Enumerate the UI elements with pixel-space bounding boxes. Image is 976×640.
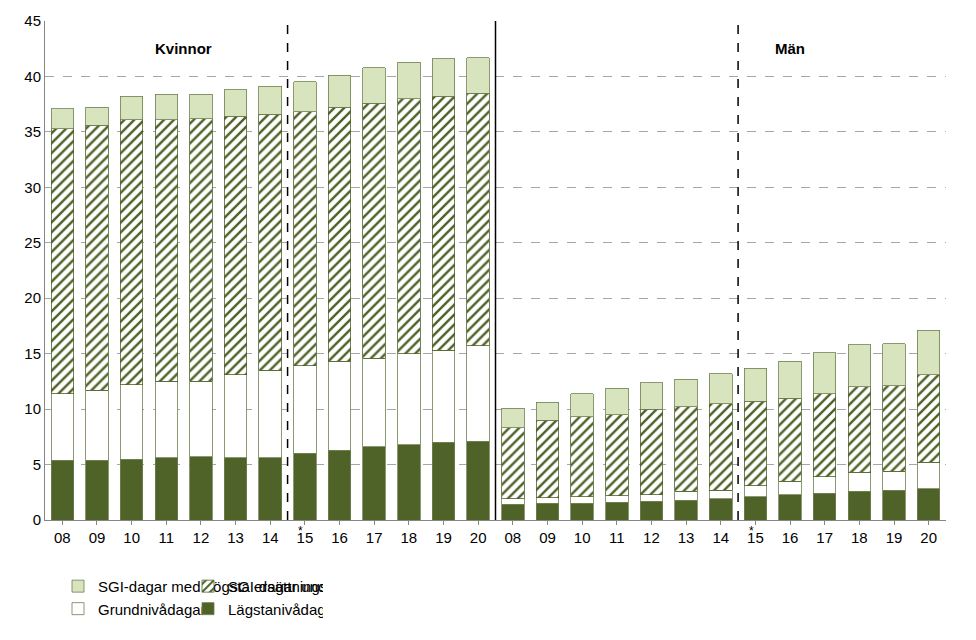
svg-text:17: 17 [366, 529, 383, 546]
svg-text:18: 18 [401, 529, 418, 546]
svg-text:19: 19 [435, 529, 452, 546]
svg-text:18: 18 [851, 529, 868, 546]
svg-text:19: 19 [886, 529, 903, 546]
svg-text:40: 40 [24, 68, 41, 85]
svg-text:10: 10 [24, 400, 41, 417]
svg-text:Grundnivådagar: Grundnivådagar [98, 601, 206, 618]
svg-text:13: 13 [227, 529, 244, 546]
svg-text:11: 11 [609, 529, 625, 546]
svg-text:08: 08 [54, 529, 71, 546]
svg-text:15: 15 [747, 529, 764, 546]
svg-text:15: 15 [297, 529, 314, 546]
svg-text:14: 14 [712, 529, 729, 546]
svg-text:11: 11 [159, 529, 175, 546]
svg-text:10: 10 [574, 529, 591, 546]
svg-text:08: 08 [504, 529, 521, 546]
svg-text:20: 20 [24, 289, 41, 306]
svg-text:SGI-dagar under högsta ersättn: SGI-dagar under högsta ersättningsnivå [228, 578, 323, 595]
svg-text:17: 17 [816, 529, 833, 546]
svg-text:14: 14 [262, 529, 279, 546]
svg-text:16: 16 [782, 529, 799, 546]
svg-text:16: 16 [331, 529, 348, 546]
svg-text:30: 30 [24, 179, 41, 196]
svg-text:5: 5 [33, 456, 41, 473]
svg-text:*: * [298, 524, 303, 538]
svg-text:25: 25 [24, 234, 41, 251]
svg-text:Kvinnor: Kvinnor [155, 40, 212, 57]
svg-text:15: 15 [24, 345, 41, 362]
svg-text:Lägstanivådagar: Lägstanivådagar [228, 601, 323, 618]
svg-text:13: 13 [678, 529, 695, 546]
svg-text:09: 09 [539, 529, 556, 546]
svg-text:20: 20 [920, 529, 937, 546]
svg-text:12: 12 [643, 529, 660, 546]
svg-text:10: 10 [123, 529, 140, 546]
svg-text:12: 12 [193, 529, 210, 546]
svg-text:0: 0 [33, 511, 41, 528]
svg-text:20: 20 [470, 529, 487, 546]
svg-text:35: 35 [24, 123, 41, 140]
svg-text:*: * [749, 524, 754, 538]
svg-text:45: 45 [24, 12, 41, 29]
svg-text:09: 09 [89, 529, 106, 546]
svg-text:Män: Män [775, 40, 805, 57]
